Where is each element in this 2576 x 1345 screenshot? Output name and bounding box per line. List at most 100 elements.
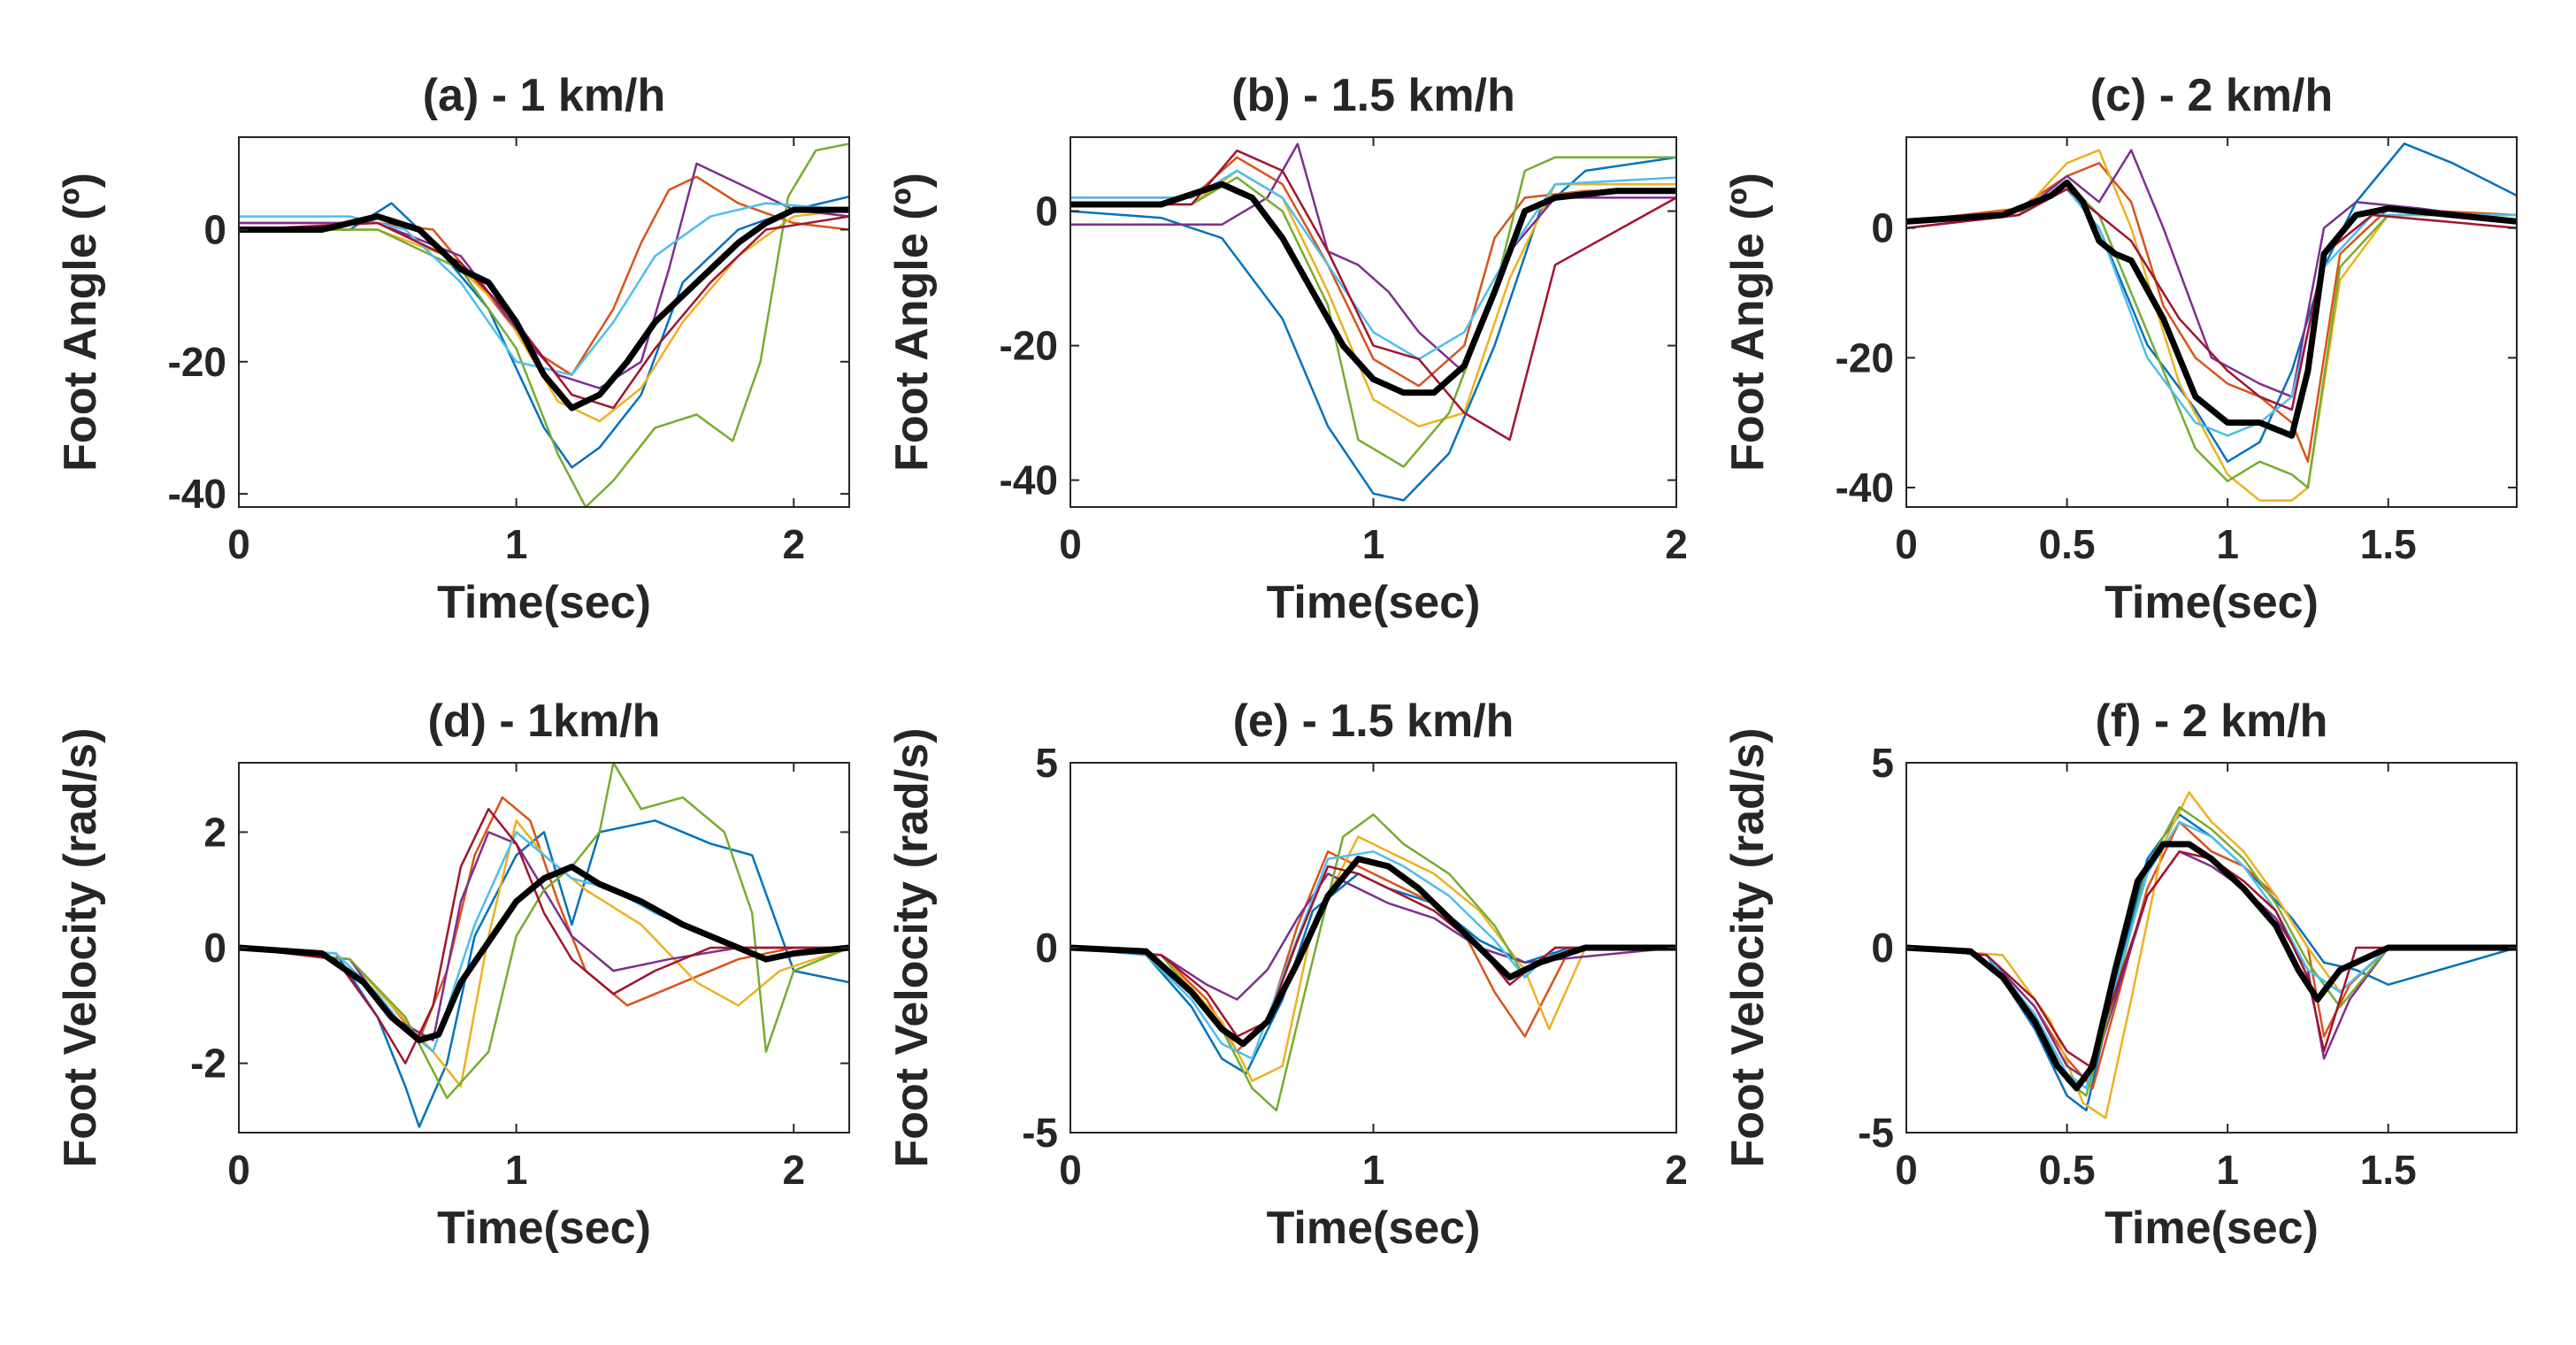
y-tick-label: 0 (1871, 925, 1894, 971)
y-axis-label: Foot Velocity (rad/s) (55, 728, 106, 1168)
series-group (1906, 791, 2517, 1119)
series-mean-line (1070, 856, 1676, 1048)
series-mean-line (239, 864, 849, 1043)
chart-title: (b) - 1.5 km/h (1231, 70, 1515, 121)
x-tick-label: 2 (1665, 1147, 1688, 1193)
subplot-a: 0 1 2 -40 -20 0 (a) - 1 km/h Time(sec) Foot Angl… (55, 70, 850, 628)
x-tick-label: 0 (227, 521, 250, 567)
series-trial-7-line (239, 808, 849, 1064)
y-tick-label: -20 (1836, 334, 1894, 380)
series-trial-5-line (1070, 156, 1676, 468)
y-axis-label: Foot Velocity (rad/s) (886, 728, 938, 1168)
chart-title: (d) - 1km/h (428, 696, 661, 747)
x-tick-label: 0 (1059, 521, 1082, 567)
series-trial-1-line (239, 195, 849, 469)
series-trial-7-line (1906, 850, 2517, 1068)
plot-area (239, 137, 849, 507)
chart-title: (a) - 1 km/h (423, 70, 666, 121)
series-trial-4-line (239, 162, 849, 389)
series-mean-line (239, 206, 849, 411)
series-trial-2-line (1070, 156, 1676, 388)
y-tick-label: 2 (203, 809, 226, 855)
y-tick-label: -5 (1022, 1110, 1058, 1156)
series-mean-line (1070, 181, 1676, 396)
x-tick-label: 1.5 (2360, 521, 2417, 567)
series-trial-4-line (1906, 850, 2517, 1082)
chart-title: (f) - 2 km/h (2096, 696, 2328, 747)
x-axis-label: Time(sec) (437, 577, 651, 628)
series-trial-6-line (1070, 169, 1676, 361)
y-tick-label: 5 (1871, 740, 1894, 786)
series-trial-2-line (239, 175, 849, 376)
subplot-c: 0 0.5 1 1.5 -40 -20 0 (c) - 2 km/h Time(sec) Foot… (1722, 70, 2518, 628)
y-tick-label: 5 (1035, 740, 1058, 786)
y-axis-label: Foot Angle (º) (886, 173, 938, 472)
y-tick-label: -2 (190, 1041, 226, 1087)
series-group (1070, 142, 1676, 502)
chart-title: (c) - 2 km/h (2090, 70, 2334, 121)
series-trial-3-line (239, 819, 849, 1088)
x-axis-label: Time(sec) (437, 1203, 651, 1254)
x-tick-label: 1 (505, 521, 528, 567)
x-tick-label: 0 (1059, 1147, 1082, 1193)
x-tick-label: 2 (1665, 521, 1688, 567)
y-tick-label: 0 (203, 925, 226, 971)
axes-box (238, 136, 850, 508)
x-tick-label: 0 (227, 1147, 250, 1193)
x-tick-label: 1 (1362, 521, 1385, 567)
axes-box (1905, 136, 2518, 508)
x-tick-label: 1.5 (2360, 1147, 2417, 1193)
x-tick-label: 0 (1895, 1147, 1918, 1193)
subplot-d: 0 1 2 -2 0 2 (d) - 1km/h Time(sec) Foot Velocity… (55, 696, 850, 1254)
y-tick-label: -20 (168, 339, 226, 385)
x-tick-label: 2 (782, 521, 805, 567)
y-tick-label: 0 (203, 207, 226, 253)
y-tick-label: 0 (1035, 925, 1058, 971)
x-tick-label: 1 (2216, 521, 2239, 567)
x-tick-label: 1 (1362, 1147, 1385, 1193)
series-trial-7-line (1070, 865, 1676, 1038)
y-tick-label: -40 (1000, 457, 1058, 503)
x-tick-label: 0 (1895, 521, 1918, 567)
chart-title: (e) - 1.5 km/h (1233, 696, 1514, 747)
subplot-b: 0 1 2 -40 -20 0 (b) - 1.5 km/h Time(sec) Foot An… (886, 70, 1688, 628)
series-group (1070, 813, 1676, 1112)
x-axis-label: Time(sec) (2104, 577, 2319, 628)
y-tick-label: 0 (1871, 205, 1894, 251)
series-trial-5-line (239, 142, 849, 507)
series-trial-7-line (1070, 149, 1676, 442)
x-axis-label: Time(sec) (1267, 1203, 1481, 1254)
series-trial-4-line (1906, 149, 2517, 398)
series-trial-2-line (1906, 162, 2517, 463)
y-tick-label: -40 (168, 471, 226, 517)
x-tick-label: 2 (782, 1147, 805, 1193)
x-tick-label: 1 (2216, 1147, 2239, 1193)
y-tick-label: -5 (1858, 1110, 1894, 1156)
series-trial-5-line (1070, 813, 1676, 1112)
y-axis-label: Foot Angle (º) (1722, 173, 1774, 472)
series-mean-line (1906, 179, 2517, 439)
y-tick-label: -20 (1000, 323, 1058, 369)
series-trial-6-line (239, 202, 849, 376)
series-trial-5-line (239, 763, 849, 1100)
series-mean-line (1906, 841, 2517, 1092)
x-tick-label: 0.5 (2039, 1147, 2096, 1193)
series-group (239, 142, 849, 507)
y-tick-label: -40 (1836, 465, 1894, 511)
x-tick-label: 1 (505, 1147, 528, 1193)
series-trial-4-line (1070, 142, 1676, 374)
series-group (239, 763, 849, 1128)
series-trial-3-line (1906, 791, 2517, 1119)
x-tick-label: 0.5 (2039, 521, 2096, 567)
y-tick-label: 0 (1035, 188, 1058, 234)
x-axis-label: Time(sec) (2104, 1203, 2319, 1254)
y-axis-label: Foot Velocity (rad/s) (1722, 728, 1774, 1168)
x-axis-label: Time(sec) (1267, 577, 1481, 628)
y-axis-label: Foot Angle (º) (55, 173, 106, 472)
series-group (1906, 142, 2517, 502)
series-trial-3-line (1906, 149, 2517, 502)
plot-area (1906, 137, 2517, 507)
